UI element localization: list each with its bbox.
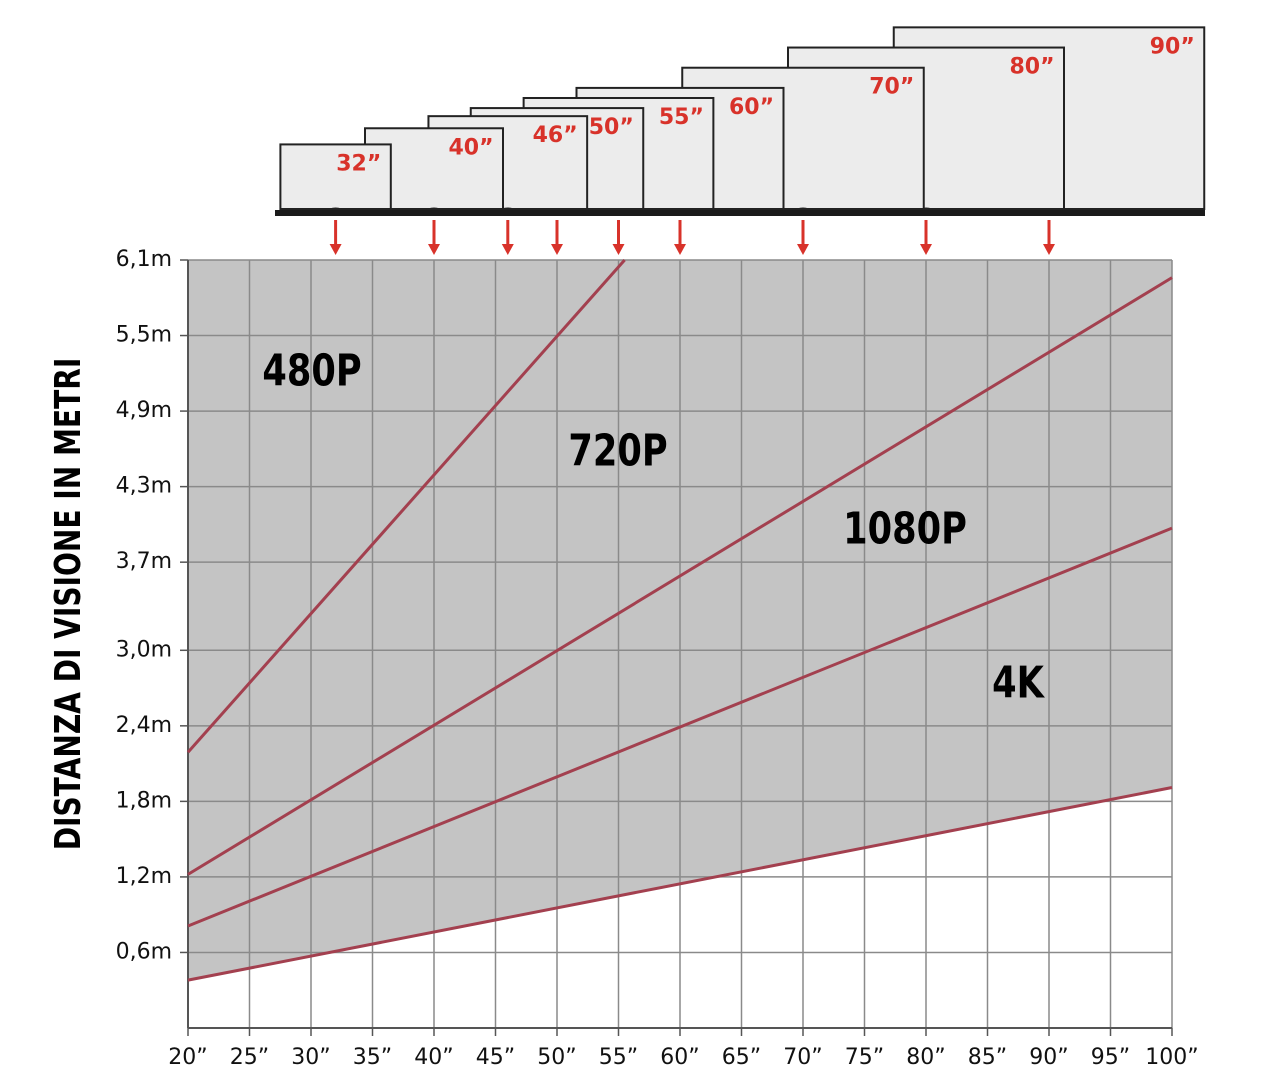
y-tick-label: 6,1m: [116, 247, 172, 272]
x-tick-label: 65”: [722, 1045, 761, 1070]
x-tick-label: 80”: [906, 1045, 945, 1070]
tv-label: 46”: [533, 123, 578, 148]
x-tick-label: 40”: [414, 1045, 453, 1070]
size-arrow-head: [501, 244, 514, 255]
boundary-line: [187, 786, 1173, 982]
boundary-line: [187, 526, 1173, 928]
size-arrow-head: [674, 244, 686, 255]
region-label: 480P: [262, 346, 361, 397]
y-tick-label: 2,4m: [116, 713, 172, 738]
x-tick-label: 90”: [1029, 1045, 1068, 1070]
y-tick-label: 1,8m: [116, 788, 172, 813]
size-arrow-head: [612, 244, 625, 255]
region-label: 1080P: [843, 504, 967, 555]
x-tick-label: 100”: [1145, 1045, 1198, 1070]
size-arrow-head: [428, 244, 440, 255]
x-tick-label: 60”: [660, 1045, 699, 1070]
x-tick-label: 75”: [845, 1045, 884, 1070]
tv-label: 55”: [659, 105, 704, 130]
x-tick-label: 50”: [537, 1045, 576, 1070]
boundary-line: [186, 259, 626, 754]
y-tick-label: 3,0m: [116, 637, 172, 662]
x-tick-label: 20”: [168, 1045, 207, 1070]
y-tick-label: 1,2m: [116, 864, 172, 889]
boundary-line: [187, 276, 1173, 876]
y-tick-label: 0,6m: [116, 939, 172, 964]
x-tick-label: 35”: [353, 1045, 392, 1070]
y-axis-title: DISTANZA DI VISIONE IN METRI: [47, 358, 89, 851]
tv-label: 70”: [869, 75, 914, 100]
size-arrow-head: [551, 244, 563, 255]
x-tick-label: 70”: [783, 1045, 822, 1070]
tv-base: [275, 210, 1205, 216]
tv-label: 60”: [729, 95, 774, 120]
tv-label: 80”: [1009, 55, 1054, 80]
x-tick-label: 45”: [476, 1045, 515, 1070]
tv-label: 40”: [448, 135, 493, 160]
x-tick-label: 25”: [230, 1045, 269, 1070]
size-arrow-head: [329, 244, 342, 255]
tv-label: 32”: [336, 151, 381, 176]
y-tick-label: 4,9m: [116, 398, 172, 423]
tv-screen: [279, 143, 392, 210]
size-arrow-head: [1043, 244, 1055, 255]
size-arrow-head: [797, 244, 809, 255]
tv-label: 50”: [589, 115, 634, 140]
size-arrow-head: [920, 244, 932, 255]
x-tick-label: 85”: [968, 1045, 1007, 1070]
x-tick-label: 95”: [1091, 1045, 1130, 1070]
y-tick-label: 3,7m: [116, 549, 172, 574]
x-tick-label: 55”: [599, 1045, 638, 1070]
region-label: 720P: [568, 426, 667, 477]
region-label: 4K: [992, 658, 1046, 709]
tv-label: 90”: [1150, 34, 1195, 59]
x-tick-label: 30”: [291, 1045, 330, 1070]
y-tick-label: 4,3m: [116, 474, 172, 499]
y-tick-label: 5,5m: [116, 323, 172, 348]
